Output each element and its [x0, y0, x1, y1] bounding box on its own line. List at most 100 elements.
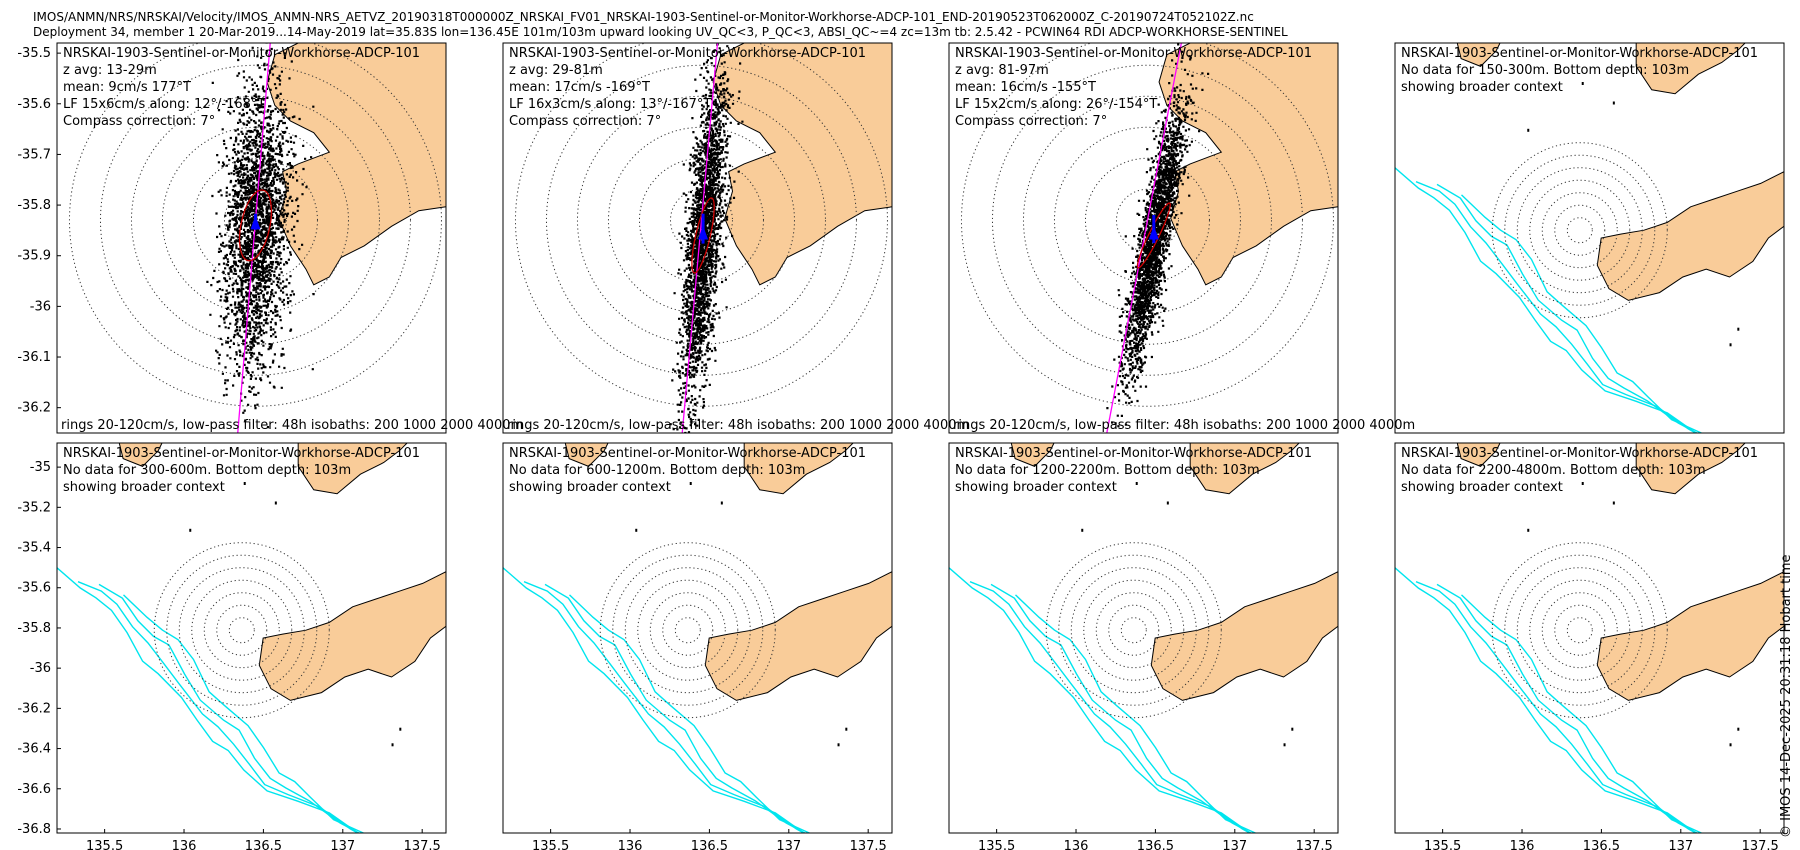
panel-context-1: NRSKAI-1903-Sentinel-or-Monitor-Workhors…: [1394, 42, 1785, 434]
footer-text: rings 20-120cm/s, low-pass filter: 48h i…: [61, 418, 523, 433]
x-tick-label: 136.5: [1583, 839, 1620, 850]
islet-1: [274, 501, 277, 505]
info-line-2: mean: 9cm/s 177°T: [63, 80, 191, 95]
principal-axis-line: [1106, 43, 1183, 433]
speed-ring-2: [662, 604, 714, 656]
speed-ring-4: [637, 579, 739, 681]
info-line-2: showing broader context: [63, 480, 225, 495]
islet-2: [1527, 528, 1530, 532]
speed-ring-3: [1541, 192, 1618, 269]
info-line-4: Compass correction: 7°: [955, 114, 1107, 129]
islet-2: [189, 528, 192, 532]
panel-context-4: NRSKAI-1903-Sentinel-or-Monitor-Workhors…: [948, 442, 1339, 850]
axes-frame: [502, 442, 893, 834]
y-tick-label: -36.8: [17, 822, 51, 837]
islet-4: [1729, 743, 1732, 747]
isobath-1: [523, 581, 806, 833]
y-tick-label: -36: [30, 299, 51, 314]
speed-ring-80: [1022, 95, 1272, 345]
x-tick-label: 137: [776, 839, 801, 850]
y-tick-label: -36.2: [17, 701, 51, 716]
mainland-polygon-west: [1456, 43, 1501, 67]
x-tick-label: 137.5: [404, 839, 441, 850]
speed-ring-3: [203, 592, 280, 669]
x-tick-label: 136.5: [245, 839, 282, 850]
speed-ring-40: [638, 157, 764, 283]
speed-ring-5: [1070, 567, 1197, 694]
island-polygon: [1150, 571, 1338, 701]
speed-ring-2: [1554, 604, 1606, 656]
x-tick-label: 135.5: [86, 839, 123, 850]
x-tick-label: 136: [1064, 839, 1089, 850]
isobath-1: [1415, 181, 1698, 433]
islet-3: [1737, 327, 1740, 331]
island-polygon: [1596, 571, 1784, 701]
principal-axis-line: [681, 43, 719, 433]
speed-ring-40: [192, 157, 318, 283]
speed-ring-100: [545, 64, 857, 376]
info-line-3: LF 16x3cm/s along: 13°/-167°T: [509, 97, 711, 112]
axes-frame: [502, 42, 893, 434]
mainland-polygon: [1635, 43, 1746, 95]
variance-ellipse: [1136, 202, 1171, 269]
axes-frame: [1394, 442, 1785, 834]
speed-ring-120: [515, 43, 888, 407]
isobath-0: [57, 567, 360, 833]
panel-context-5: NRSKAI-1903-Sentinel-or-Monitor-Workhors…: [1394, 442, 1785, 850]
islet-2: [1081, 528, 1084, 532]
axes-frame: [948, 42, 1339, 434]
plot-area: [1395, 43, 1784, 433]
axes-frame: [56, 42, 447, 434]
info-line-2: showing broader context: [509, 480, 671, 495]
info-line-0: NRSKAI-1903-Sentinel-or-Monitor-Workhors…: [955, 46, 1312, 61]
islet-0: [689, 482, 692, 485]
mainland-polygon-west: [1456, 443, 1501, 467]
island-polygon: [704, 571, 892, 701]
mainland-polygon-west: [118, 443, 163, 467]
y-tick-label: -35.8: [17, 621, 51, 636]
plot-area: [57, 443, 446, 833]
isobath-0: [503, 567, 806, 833]
speed-ring-5: [1516, 567, 1643, 694]
mainland-polygon: [1189, 443, 1300, 495]
mainland-polygon-west: [1010, 443, 1055, 467]
speed-ring-6: [1504, 554, 1656, 706]
islet-3: [399, 727, 402, 731]
x-tick-label: 137.5: [850, 839, 887, 850]
isobath-1: [1415, 581, 1698, 833]
mainland-polygon: [743, 443, 854, 495]
x-tick-label: 136.5: [691, 839, 728, 850]
mean-arrow-head: [698, 225, 709, 240]
panel-context-2: NRSKAI-1903-Sentinel-or-Monitor-Workhors…: [17, 442, 447, 850]
info-line-1: z avg: 13-29m: [63, 63, 157, 78]
isobath-3: [569, 594, 812, 833]
axes-frame: [1394, 42, 1785, 434]
speed-ring-2: [216, 604, 268, 656]
x-tick-label: 135.5: [978, 839, 1015, 850]
info-line-4: Compass correction: 7°: [509, 114, 661, 129]
speed-ring-5: [178, 567, 305, 694]
isobath-3: [1015, 594, 1258, 833]
info-line-2: mean: 17cm/s -169°T: [509, 80, 650, 95]
islet-0: [1581, 482, 1584, 485]
x-tick-label: 135.5: [1424, 839, 1461, 850]
speed-ring-3: [1095, 592, 1172, 669]
speed-ring-2: [1554, 204, 1606, 256]
islet-4: [1729, 343, 1732, 347]
footer-text: rings 20-120cm/s, low-pass filter: 48h i…: [507, 418, 969, 433]
islet-2: [635, 528, 638, 532]
islet-1: [1612, 501, 1615, 505]
speed-ring-4: [191, 579, 293, 681]
x-tick-label: 137: [330, 839, 355, 850]
info-line-2: showing broader context: [955, 480, 1117, 495]
speed-ring-7: [153, 542, 330, 719]
isobath-3: [1461, 594, 1704, 833]
y-tick-label: -35.7: [17, 147, 51, 162]
islet-3: [1737, 727, 1740, 731]
x-tick-label: 136: [1510, 839, 1535, 850]
speed-ring-40: [1084, 157, 1210, 283]
axes-frame: [948, 442, 1339, 834]
x-tick-label: 136: [172, 839, 197, 850]
info-line-1: No data for 300-600m. Bottom depth: 103m: [63, 463, 351, 478]
